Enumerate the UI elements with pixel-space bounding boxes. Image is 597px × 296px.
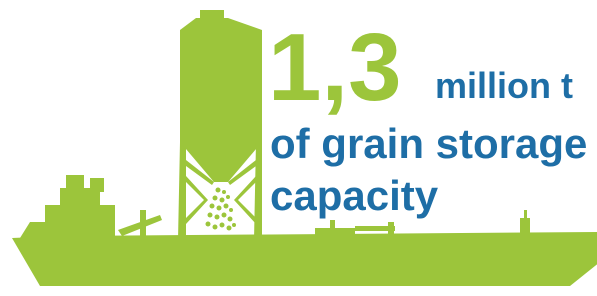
headline-line2: of grain storage xyxy=(270,120,587,167)
infographic: 1,3 million t of grain storage capacity xyxy=(0,0,597,296)
headline-line3: capacity xyxy=(270,172,439,219)
headline-unit: million t xyxy=(435,65,573,106)
headline-number: 1,3 xyxy=(268,14,401,121)
grain-stream xyxy=(206,188,237,231)
